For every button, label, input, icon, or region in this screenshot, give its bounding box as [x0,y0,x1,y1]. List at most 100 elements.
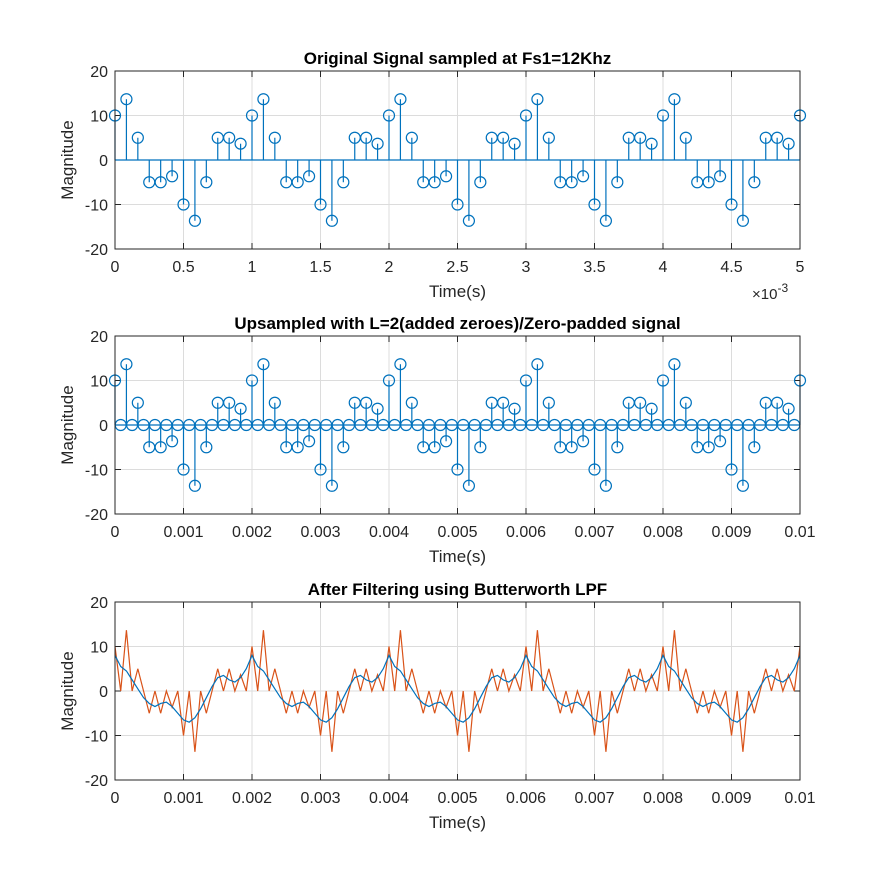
stem-marker [713,435,727,448]
stem-marker [519,374,533,387]
chart-panel-1: 0 0.5 1 1.5 2 2.5 3 3.5 4 4.5 5 -20 -10 0 10 20 Original… [58,49,807,303]
y-tick-label: 0 [99,153,108,170]
x-tick-label: 0.005 [437,524,477,541]
stem-marker [782,137,795,150]
stem-marker [360,396,373,409]
stem-marker [439,170,453,183]
stem-marker [200,176,213,189]
stem-marker [257,93,270,106]
stem-marker [428,441,441,454]
x-tick-label: 0 [111,259,120,276]
stem-marker [200,441,213,454]
stem-marker [154,441,167,454]
y-tick-label: -20 [85,242,108,259]
x-tick-label: 0.008 [643,790,683,807]
stem-marker [405,131,418,144]
stem-marker [428,176,441,189]
y-tick-label: 0 [99,418,108,435]
stem-marker [542,396,555,409]
y-axis-label: Magnitude [58,385,77,464]
stem-marker [634,396,647,409]
stem-marker [656,109,670,122]
stem-marker [257,358,270,371]
stem-marker [497,396,510,409]
chart-title: Original Signal sampled at Fs1=12Khz [304,49,612,68]
stem-marker [188,479,202,492]
y-tick-label: -10 [85,198,108,215]
stem-marker [576,435,590,448]
stem-marker [679,396,692,409]
stem-marker [645,137,658,150]
stem-marker [188,214,202,227]
stem-marker [576,170,590,183]
stem-marker [508,402,521,415]
x-tick-label: 0.002 [232,524,272,541]
stem-marker [588,463,601,476]
stem-marker [565,441,578,454]
stem-marker [668,358,681,371]
x-tick-label: 3.5 [583,259,605,276]
axes-frame [114,601,801,781]
stem-marker [599,479,613,492]
x-tick-label: 0.003 [300,790,340,807]
stem-marker [177,463,190,476]
axes-frame [114,70,801,250]
stem-marker [165,170,179,183]
stem-marker [542,131,555,144]
stem-marker [462,479,476,492]
stem-marker [736,479,750,492]
y-axis-label: Magnitude [58,120,77,199]
stem-marker [565,176,578,189]
x-tick-label: 0.01 [784,524,815,541]
x-tick-label: 0.01 [784,790,815,807]
stem-marker [177,198,190,211]
stem-marker [531,358,544,371]
stem-marker [656,374,670,387]
y-tick-label: 20 [90,329,108,346]
stem-marker [223,396,236,409]
x-tick-label: 0.5 [172,259,194,276]
stem-marker [611,441,624,454]
stem-marker [337,441,350,454]
chart-panel-3: 0 0.001 0.002 0.003 0.004 0.005 0.006 0.007 0.00… [58,580,816,832]
stem-marker [394,93,407,106]
x-axis-label: Time(s) [429,282,486,301]
stem-marker [120,358,133,371]
stem-marker [120,93,133,106]
x-tick-label: 0.004 [369,524,409,541]
y-tick-label: 10 [90,374,108,391]
stem-marker [474,441,487,454]
x-tick-label: 4.5 [720,259,742,276]
x-exponent-base: ×10 [752,286,777,303]
stem-marker [154,176,167,189]
stem-marker [325,479,339,492]
x-tick-label: 0.008 [643,524,683,541]
stem-marker [508,137,521,150]
x-tick-label: 0.009 [711,524,751,541]
x-tick-label: 4 [659,259,668,276]
stem-marker [405,396,418,409]
stem-marker [702,441,715,454]
x-tick-label: 0.006 [506,790,546,807]
stem-marker [725,463,738,476]
y-tick-label: 20 [90,595,108,612]
stem-marker [302,170,316,183]
x-tick-label: 0.002 [232,790,272,807]
stem-marker [245,374,259,387]
x-tick-label: 0.003 [300,524,340,541]
stem-marker [451,198,464,211]
stem-marker [325,214,339,227]
stem-marker [588,198,601,211]
stem-marker [519,109,533,122]
stem-marker [611,176,624,189]
stem-marker [713,170,727,183]
stem-marker [531,93,544,106]
stem-marker [234,402,247,415]
y-tick-label: 20 [90,64,108,81]
stem-marker [165,435,179,448]
stem-marker [394,358,407,371]
stem-marker [382,374,396,387]
stem-marker [451,463,464,476]
stem-marker [337,176,350,189]
